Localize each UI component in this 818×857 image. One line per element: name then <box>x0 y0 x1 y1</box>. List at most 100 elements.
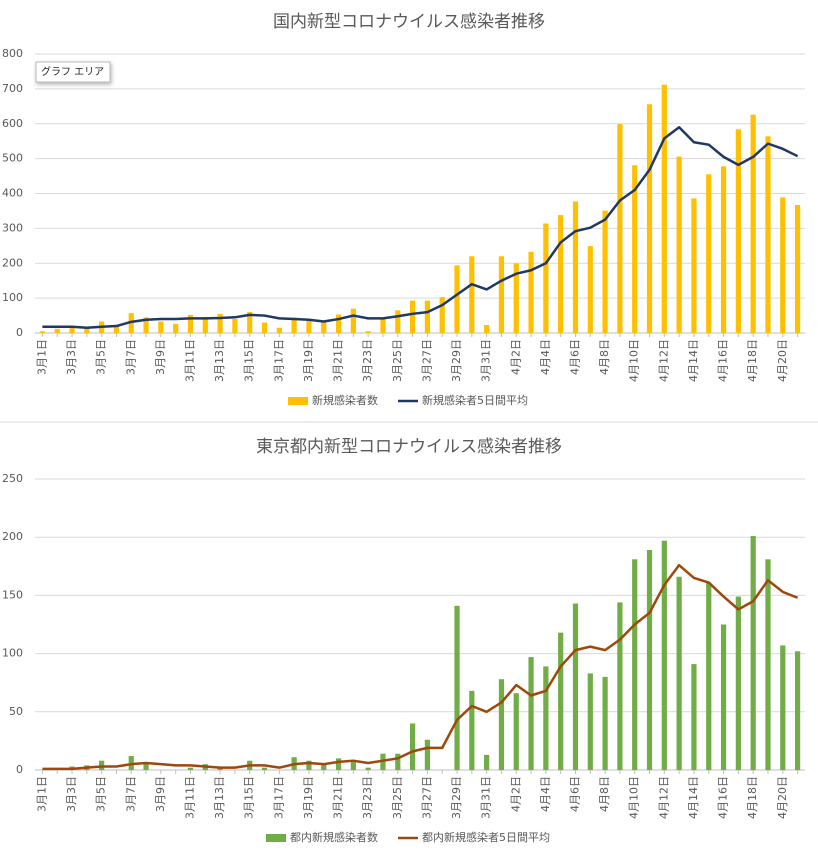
bar <box>365 767 371 770</box>
bar <box>306 319 312 333</box>
x-tick-label: 4月6日 <box>568 339 581 375</box>
bar <box>291 317 297 333</box>
legend-label: 新規感染者数 <box>312 393 378 407</box>
bar <box>276 327 282 333</box>
bar <box>646 104 653 333</box>
x-tick-label: 3月1日 <box>35 776 48 812</box>
bar <box>380 319 386 333</box>
bar <box>187 314 194 333</box>
bar <box>632 559 638 770</box>
bar <box>587 246 593 333</box>
x-tick-label: 4月18日 <box>746 339 759 382</box>
y-tick-label: 500 <box>2 152 23 165</box>
bar <box>484 754 490 770</box>
x-tick-label: 4月18日 <box>746 776 759 819</box>
x-tick-label: 4月2日 <box>509 339 522 375</box>
tooltip: グラフ エリア <box>41 65 104 78</box>
bar <box>602 210 608 333</box>
legend: 都内新規感染者数 都内新規感染者5日間平均 <box>266 830 550 844</box>
y-tick-label: 0 <box>16 763 23 776</box>
x-tick-label: 4月12日 <box>657 776 670 819</box>
bar <box>395 753 401 770</box>
bar <box>750 114 756 334</box>
bar <box>247 312 253 333</box>
x-tick-label: 3月23日 <box>361 776 374 819</box>
legend-label: 都内新規感染者5日間平均 <box>422 830 550 844</box>
x-tick-label: 3月27日 <box>420 776 433 819</box>
bar <box>321 321 327 333</box>
x-tick-label: 4月14日 <box>687 339 700 382</box>
y-tick-label: 800 <box>2 47 23 60</box>
bar <box>395 310 401 333</box>
bar <box>617 602 623 770</box>
chart-title: 東京都内新型コロナウイルス感染者推移 <box>256 437 562 457</box>
bar <box>632 165 638 333</box>
legend: 新規感染者数 新規感染者5日間平均 <box>288 393 528 407</box>
x-tick-label: 3月29日 <box>450 339 463 382</box>
bar <box>217 313 223 333</box>
bar <box>720 624 727 770</box>
bar <box>321 763 327 770</box>
y-tick-label: 0 <box>16 326 23 339</box>
bar <box>572 603 579 770</box>
bar <box>706 174 712 333</box>
bar <box>735 129 741 333</box>
x-tick-label: 3月29日 <box>450 776 463 819</box>
x-tick-label: 3月3日 <box>65 776 78 812</box>
x-tick-label: 4月10日 <box>628 339 641 382</box>
chart-title: 国内新型コロナウイルス感染者推移 <box>273 12 545 32</box>
legend-swatch <box>266 834 286 842</box>
x-tick-label: 3月19日 <box>302 776 315 819</box>
bar <box>39 331 46 333</box>
bar <box>261 322 268 333</box>
bar <box>365 331 371 333</box>
x-tick-label: 4月4日 <box>539 776 552 812</box>
line <box>42 125 799 330</box>
y-tick-label: 300 <box>2 221 23 234</box>
y-tick-label: 700 <box>2 82 23 95</box>
bar <box>558 632 564 770</box>
bar <box>261 767 268 770</box>
x-tick-label: 3月15日 <box>243 776 256 819</box>
bar <box>617 124 623 333</box>
bar <box>498 679 505 770</box>
bar <box>469 256 475 333</box>
x-tick-label: 4月12日 <box>657 339 670 382</box>
x-tick-label: 3月21日 <box>332 776 345 819</box>
x-tick-label: 3月7日 <box>124 339 137 375</box>
bar <box>202 316 208 333</box>
bar <box>469 690 475 770</box>
bar <box>424 300 431 333</box>
bar <box>173 323 179 333</box>
x-tick-label: 3月25日 <box>391 776 404 819</box>
bar <box>454 605 460 770</box>
bar <box>306 760 312 770</box>
bar <box>113 326 120 333</box>
x-tick-label: 4月16日 <box>717 339 730 382</box>
bar <box>706 582 712 770</box>
bar <box>780 645 786 770</box>
x-tick-label: 3月9日 <box>154 339 167 375</box>
bar <box>335 758 342 770</box>
bar <box>661 84 667 333</box>
bar <box>484 324 490 333</box>
x-tick-label: 3月1日 <box>35 339 48 375</box>
bar <box>513 263 519 333</box>
bar <box>794 651 801 770</box>
bar <box>543 223 549 333</box>
bar <box>765 559 771 770</box>
bar <box>350 308 356 333</box>
x-tick-label: 4月4日 <box>539 339 552 375</box>
bar <box>232 319 238 333</box>
bar <box>84 326 90 333</box>
y-tick-label: 100 <box>2 291 23 304</box>
x-tick-label: 3月31日 <box>480 339 493 382</box>
y-tick-label: 600 <box>2 117 23 130</box>
x-tick-label: 4月2日 <box>509 776 522 812</box>
bar <box>735 596 741 770</box>
y-tick-label: 150 <box>2 588 23 601</box>
x-tick-label: 3月17日 <box>272 776 285 819</box>
x-tick-label: 4月20日 <box>776 776 789 819</box>
bar <box>543 666 549 770</box>
